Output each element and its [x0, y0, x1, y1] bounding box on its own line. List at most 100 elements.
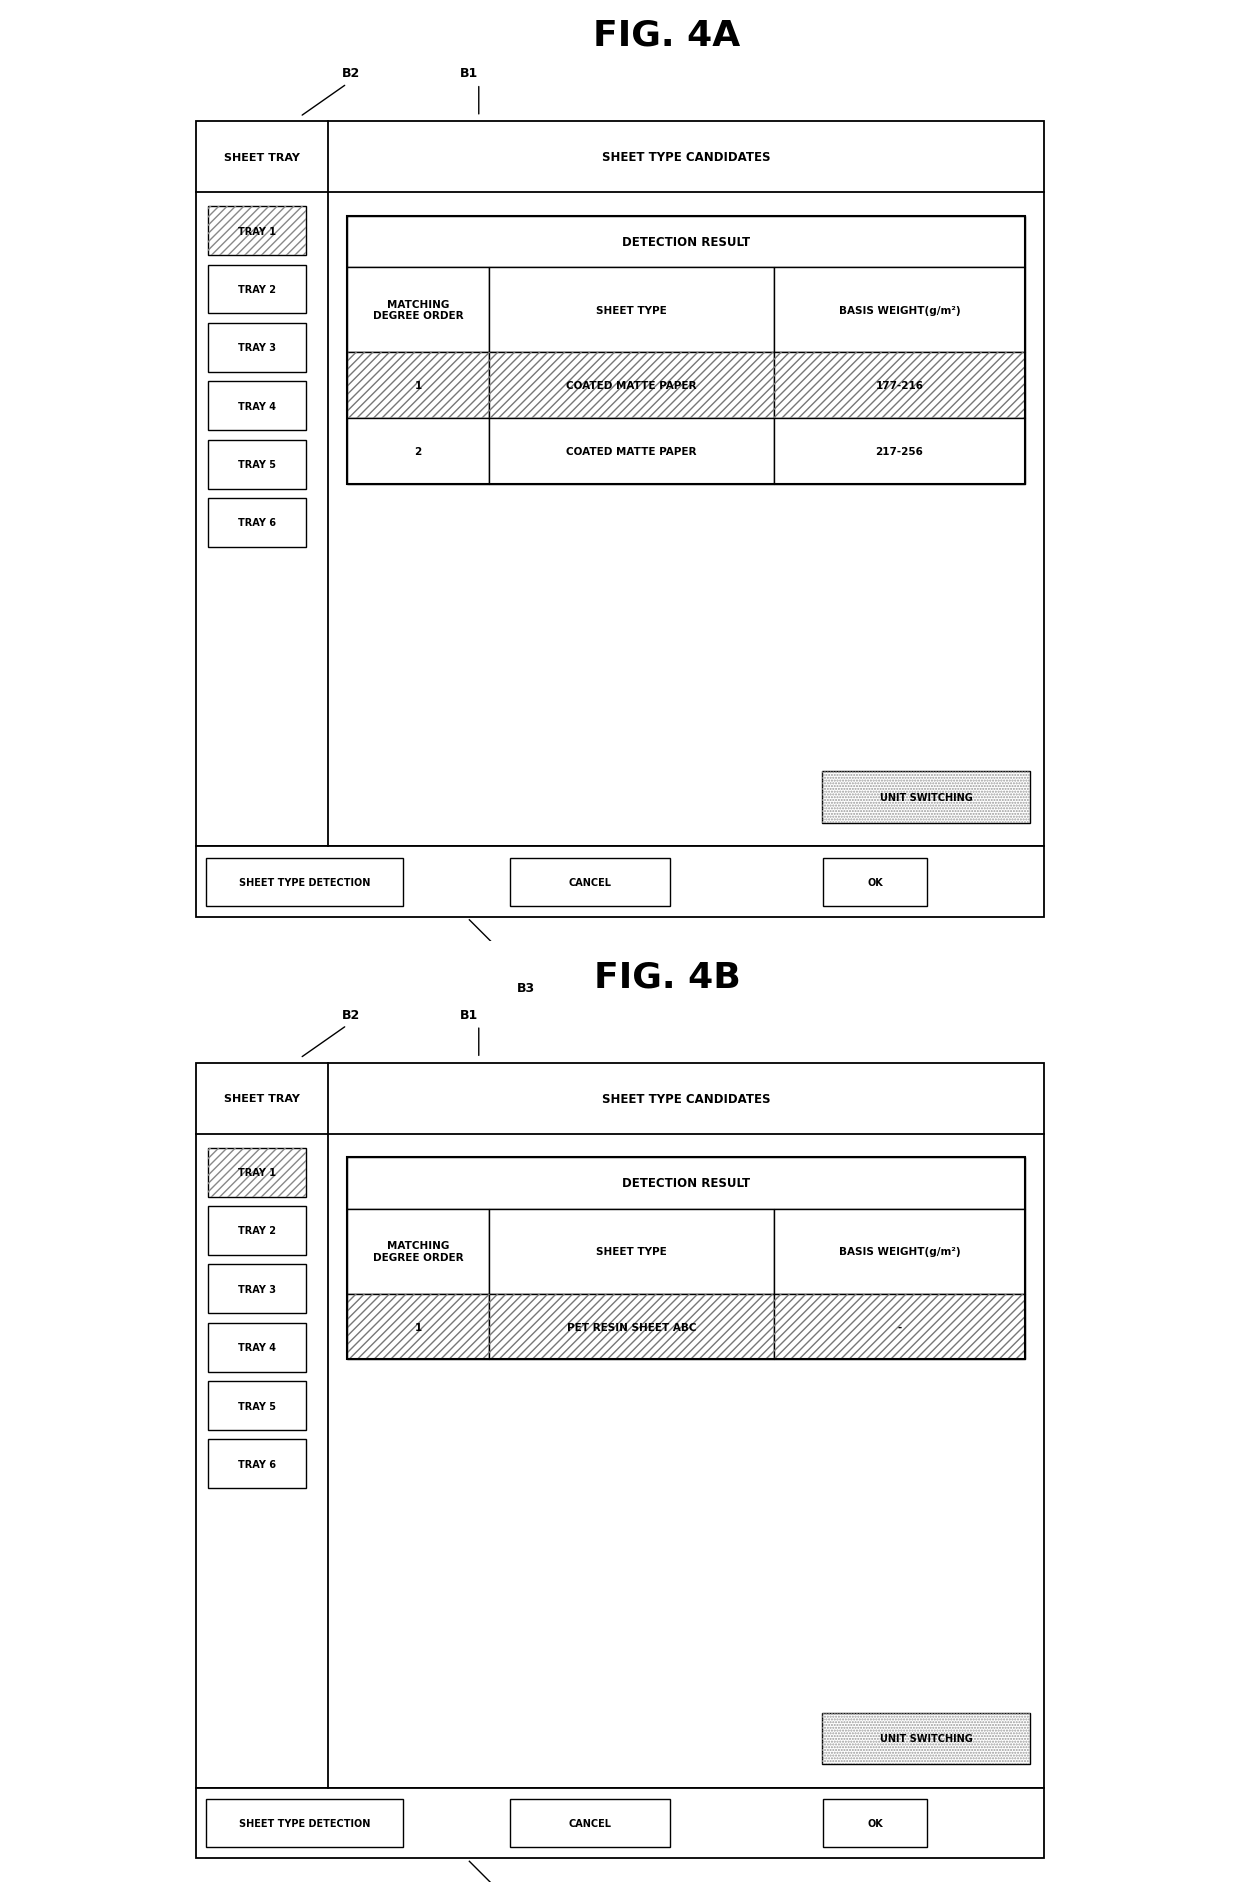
Bar [347, 354, 490, 420]
Bar [510, 1799, 670, 1848]
Text: TRAY 6: TRAY 6 [238, 518, 277, 529]
Bar [196, 1063, 1044, 1788]
Bar [207, 1265, 306, 1314]
Text: BASIS WEIGHT(g/m²): BASIS WEIGHT(g/m²) [838, 305, 960, 316]
Bar [490, 1208, 774, 1295]
Bar [774, 1295, 1024, 1359]
Bar [207, 207, 306, 256]
Text: COATED MATTE PAPER: COATED MATTE PAPER [567, 446, 697, 457]
Text: FIG. 4A: FIG. 4A [594, 19, 740, 53]
Bar [347, 216, 1024, 484]
Bar [206, 858, 403, 905]
Text: TRAY 6: TRAY 6 [238, 1459, 277, 1470]
Bar [347, 420, 490, 484]
Bar [207, 1148, 306, 1197]
Text: TRAY 4: TRAY 4 [238, 401, 277, 412]
Text: SHEET TYPE CANDIDATES: SHEET TYPE CANDIDATES [601, 151, 770, 164]
Bar [207, 1148, 306, 1197]
Text: TRAY 2: TRAY 2 [238, 284, 277, 295]
Bar [490, 420, 774, 484]
Bar [207, 324, 306, 373]
Text: SHEET TYPE DETECTION: SHEET TYPE DETECTION [239, 877, 371, 886]
Text: B3: B3 [517, 982, 534, 994]
Bar [347, 1157, 1024, 1359]
Text: TRAY 1: TRAY 1 [238, 1167, 277, 1178]
Bar [207, 440, 306, 489]
Text: OK: OK [867, 877, 883, 886]
Text: SHEET TYPE: SHEET TYPE [596, 305, 667, 316]
Text: SHEET TRAY: SHEET TRAY [224, 1093, 300, 1103]
Bar [822, 772, 1029, 824]
Bar [490, 1295, 774, 1359]
Bar [822, 772, 1029, 824]
Bar [347, 267, 490, 352]
Text: MATCHING
DEGREE ORDER: MATCHING DEGREE ORDER [373, 299, 464, 322]
Text: DETECTION RESULT: DETECTION RESULT [621, 1176, 750, 1189]
Bar [774, 1295, 1024, 1359]
Text: TRAY 2: TRAY 2 [238, 1225, 277, 1236]
Bar [196, 1788, 1044, 1859]
Bar [823, 1799, 928, 1848]
Bar [207, 382, 306, 431]
Bar [774, 420, 1024, 484]
Text: 1: 1 [414, 1321, 422, 1332]
Text: SHEET TYPE: SHEET TYPE [596, 1246, 667, 1257]
Text: 1: 1 [414, 380, 422, 391]
Text: CANCEL: CANCEL [568, 877, 611, 886]
Text: -: - [898, 1321, 901, 1332]
Bar [207, 499, 306, 548]
Text: TRAY 1: TRAY 1 [238, 226, 277, 237]
Bar [822, 1713, 1029, 1765]
Text: BASIS WEIGHT(g/m²): BASIS WEIGHT(g/m²) [838, 1246, 960, 1257]
Bar [823, 858, 928, 905]
Text: SHEET TYPE DETECTION: SHEET TYPE DETECTION [239, 1818, 371, 1827]
Text: TRAY 3: TRAY 3 [238, 343, 277, 354]
Text: PET RESIN SHEET ABC: PET RESIN SHEET ABC [567, 1321, 697, 1332]
Bar [196, 847, 1044, 917]
Bar [347, 216, 1024, 269]
Text: FIG. 4B: FIG. 4B [594, 960, 740, 994]
Text: 177-216: 177-216 [875, 380, 924, 391]
Text: SHEET TRAY: SHEET TRAY [224, 152, 300, 162]
Text: B1: B1 [460, 68, 479, 79]
Bar [206, 1799, 403, 1848]
Text: DETECTION RESULT: DETECTION RESULT [621, 235, 750, 248]
Bar [347, 354, 490, 420]
Bar [196, 122, 1044, 847]
Text: 2: 2 [414, 446, 422, 457]
Bar [207, 207, 306, 256]
Text: B2: B2 [342, 1009, 361, 1020]
Text: B1: B1 [460, 1009, 479, 1020]
Text: COATED MATTE PAPER: COATED MATTE PAPER [567, 380, 697, 391]
Bar [510, 858, 670, 905]
Bar [774, 267, 1024, 352]
Bar [347, 1208, 490, 1295]
Bar [490, 267, 774, 352]
Text: TRAY 3: TRAY 3 [238, 1284, 277, 1295]
Bar [490, 354, 774, 420]
Text: SHEET TYPE CANDIDATES: SHEET TYPE CANDIDATES [601, 1092, 770, 1105]
Bar [490, 1295, 774, 1359]
Bar [347, 1295, 490, 1359]
Text: 217-256: 217-256 [875, 446, 924, 457]
Bar [207, 1440, 306, 1489]
Bar [774, 1208, 1024, 1295]
Bar [774, 354, 1024, 420]
Bar [774, 354, 1024, 420]
Text: OK: OK [867, 1818, 883, 1827]
Bar [207, 265, 306, 314]
Text: TRAY 5: TRAY 5 [238, 459, 277, 470]
Bar [207, 1323, 306, 1372]
Text: UNIT SWITCHING: UNIT SWITCHING [879, 1733, 972, 1743]
Bar [207, 1206, 306, 1255]
Text: UNIT SWITCHING: UNIT SWITCHING [879, 792, 972, 802]
Text: MATCHING
DEGREE ORDER: MATCHING DEGREE ORDER [373, 1240, 464, 1263]
Bar [490, 354, 774, 420]
Bar [207, 1381, 306, 1430]
Text: TRAY 4: TRAY 4 [238, 1342, 277, 1353]
Bar [347, 1157, 1024, 1210]
Bar [822, 1713, 1029, 1765]
Text: B2: B2 [342, 68, 361, 79]
Bar [347, 1295, 490, 1359]
Text: TRAY 5: TRAY 5 [238, 1400, 277, 1412]
